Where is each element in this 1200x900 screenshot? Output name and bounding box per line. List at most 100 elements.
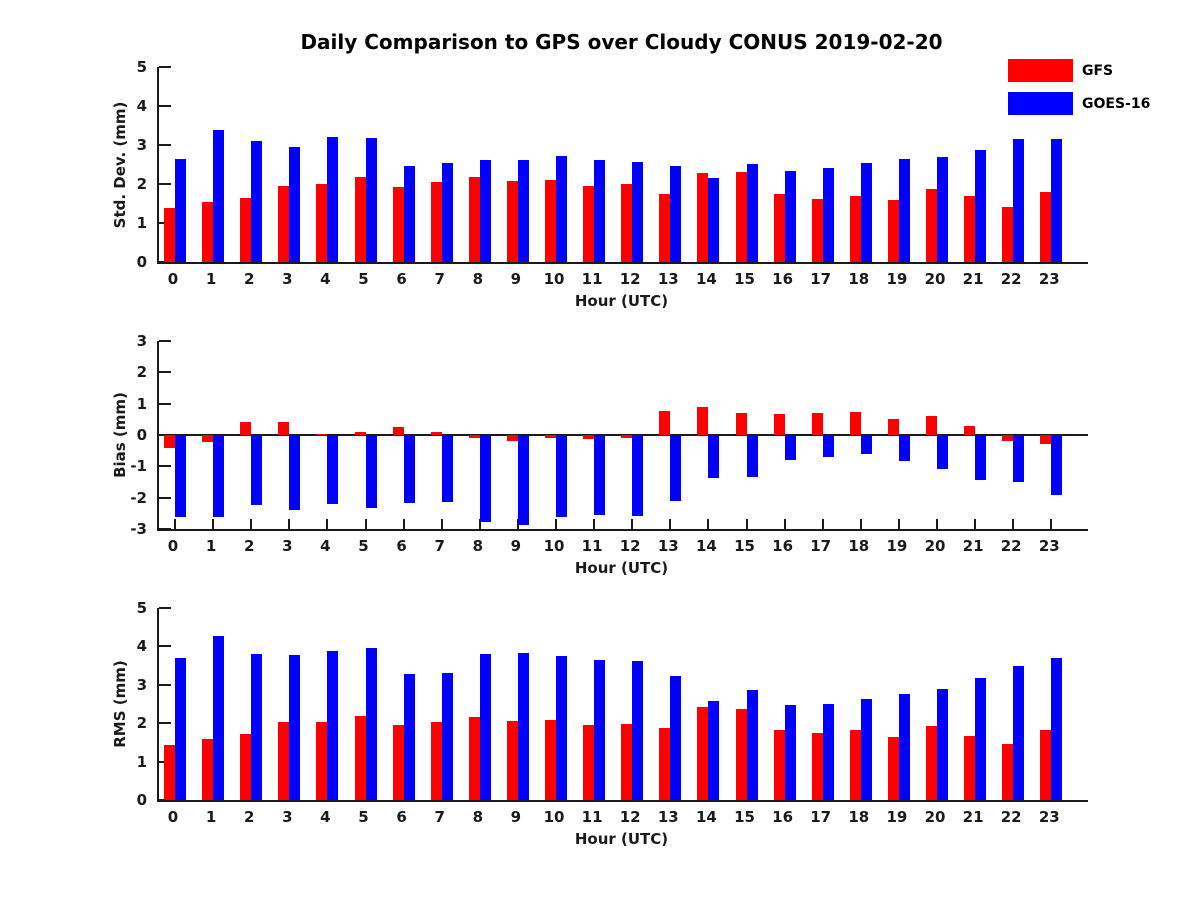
y-tick [159,528,171,530]
y-tick [159,645,171,648]
x-tick-label: 22 [1000,808,1022,826]
x-tick-label: 6 [396,808,407,826]
gfs-bar [849,411,861,435]
goes16-bar [403,165,415,262]
x-tick-label: 1 [205,537,217,555]
x-tick-label: 17 [810,537,832,555]
gfs-bar [316,434,328,436]
x-tick-label: 8 [472,537,484,555]
goes16-bar [670,676,682,800]
goes16-bar [251,141,263,262]
y-tick-label: 5 [136,58,147,76]
y-tick-label: 3 [136,136,147,154]
goes16-bar [289,435,301,510]
y-tick [159,402,171,405]
goes16-bar [594,160,606,262]
goes16-bar [403,435,415,503]
x-tick-label: 20 [924,270,946,288]
stddev-x-axis-label: Hour (UTC) [574,292,669,310]
goes16-bar [746,690,758,800]
gfs-bar [1002,207,1014,262]
x-tick-label: 9 [510,537,522,555]
goes16-bar [251,654,263,800]
x-tick-label: 9 [510,270,522,288]
gfs-bar [583,185,595,262]
x-tick-label: 1 [205,270,217,288]
gfs-bar [392,427,404,435]
gfs-bar [773,729,785,800]
goes16-bar [289,655,301,800]
x-tick-label: 13 [657,270,679,288]
x-tick-label: 7 [434,808,445,826]
x-tick-label: 11 [581,808,603,826]
goes16-bar [822,435,834,458]
x-tick-label: 14 [695,808,717,826]
goes16-bar [784,171,796,262]
gfs-bar [468,716,480,800]
legend-label-gfs: GFS [1082,62,1114,79]
x-tick-label: 5 [358,808,369,826]
x-tick [555,519,557,529]
goes16-bar [898,159,910,262]
bias-subplot: Bias (mm) Hour (UTC) -3 -2 -1 0 1 2 3 0 1 2 3 4 5 6 7 8… [0,332,1200,589]
y-tick-label: 0 [136,253,147,271]
goes16-bar [708,435,720,478]
x-tick-label: 6 [396,537,407,555]
gfs-bar [964,735,976,800]
gfs-bar [240,197,252,262]
y-tick-label: 2 [136,363,147,382]
x-tick-label: 3 [282,270,293,288]
goes16-bar [517,160,529,262]
y-tick [159,340,171,342]
goes16-bar [860,163,872,262]
x-tick-label: 5 [358,270,369,288]
gfs-bar [278,422,290,435]
x-tick [1050,519,1053,529]
gfs-bar [506,181,518,262]
gfs-bar [1040,192,1052,262]
y-tick [159,144,171,146]
x-tick-label: 2 [243,270,255,288]
goes16-bar [632,661,644,800]
gfs-bar [506,435,518,442]
goes16-bar [937,435,948,469]
gfs-bar [240,421,252,435]
goes16-bar [632,435,644,517]
goes16-bar [479,159,491,262]
gfs-bar [697,173,709,262]
x-tick-label: 23 [1038,537,1060,555]
goes16-bar [937,688,948,800]
gfs-bar [773,193,785,262]
goes16-bar [784,704,796,800]
x-tick-label: 11 [581,270,603,288]
x-tick-label: 6 [396,270,407,288]
x-tick [1012,519,1015,529]
x-tick-label: 19 [886,537,908,555]
x-tick [859,519,862,529]
y-tick-label: 0 [136,791,147,809]
y-tick-label: 4 [136,637,147,656]
gfs-bar [887,199,899,262]
bias-plot-area [157,340,1088,531]
x-tick-label: 12 [619,270,641,288]
x-tick-label: 8 [472,808,484,826]
x-tick [288,519,291,529]
x-tick-label: 7 [434,270,445,288]
goes16-bar [975,677,987,800]
gfs-bar [278,722,290,800]
y-tick-label: 1 [136,752,147,771]
y-tick-label: 0 [136,426,147,444]
goes16-bar [1013,435,1025,482]
gfs-bar [773,414,785,435]
goes16-bar [365,138,377,262]
x-tick-label: 15 [734,537,755,555]
x-tick-label: 10 [543,808,565,826]
y-tick [159,371,171,374]
gfs-bar [202,201,214,262]
x-tick-label: 22 [1000,270,1022,288]
y-tick [159,465,171,468]
rms-plot-area [157,607,1088,802]
y-tick-label: -2 [130,488,147,507]
